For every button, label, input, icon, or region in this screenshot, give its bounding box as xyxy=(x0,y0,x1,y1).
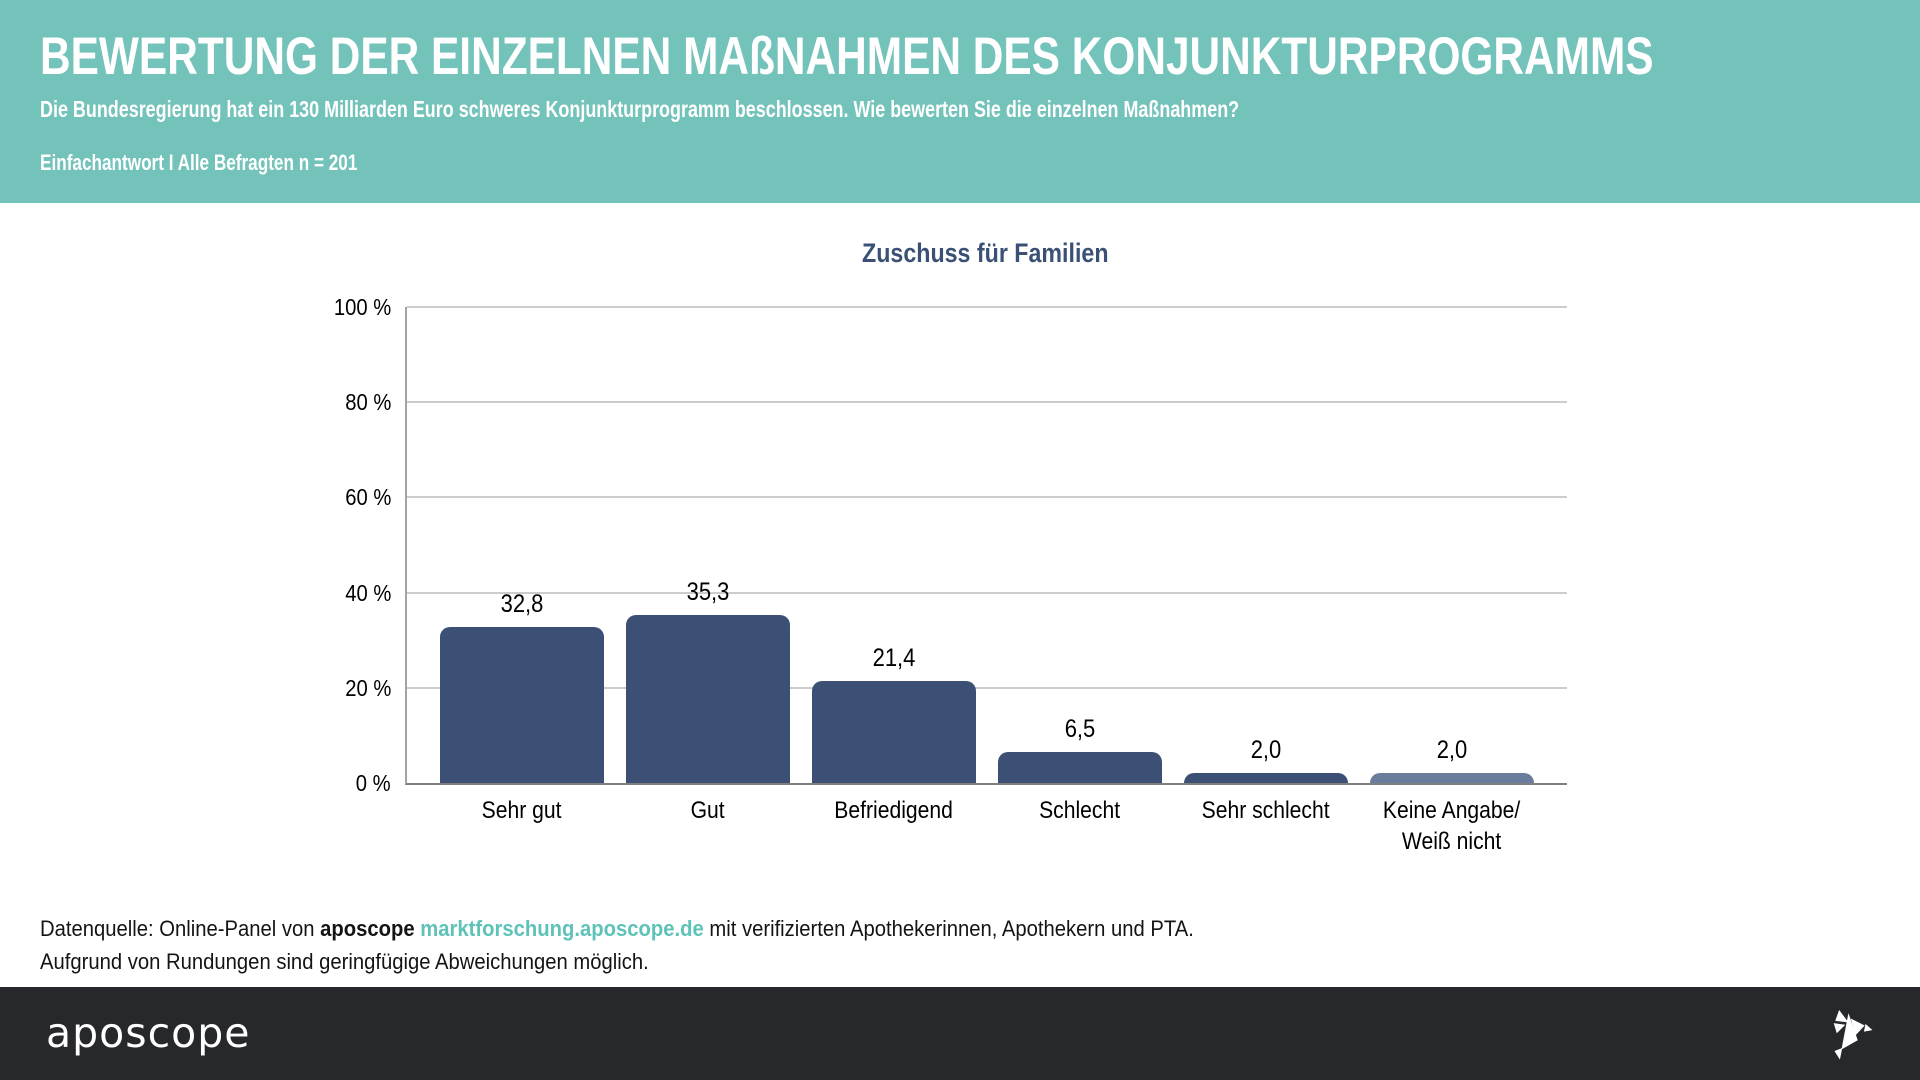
sample-note: Einfachantwort I Alle Befragten n = 201 xyxy=(40,150,358,175)
gridline-40 xyxy=(407,591,1567,594)
bar-slot-gut: 35,3 Gut xyxy=(615,307,801,824)
bar-slot-schlecht: 6,5 Schlecht xyxy=(987,307,1173,824)
x-axis-category-label-schlecht: Schlecht xyxy=(1039,797,1121,824)
bar-value-label-schlecht: 6,5 xyxy=(1064,715,1096,744)
x-axis-category-label-gut: Gut xyxy=(690,797,726,824)
bar-sehr-gut xyxy=(440,626,604,783)
x-axis-category-label-befriedigend: Befriedigend xyxy=(834,797,954,824)
bar-slot-sehr-schlecht: 2,0 Sehr schlecht xyxy=(1173,307,1359,824)
gridline-100 xyxy=(407,306,1567,308)
bar-slot-befriedigend: 21,4 Befriedigend xyxy=(801,307,987,824)
x-axis-category-label-keine-angabe-weiss-nicht: Keine Angabe/ Weiß nicht xyxy=(1383,797,1521,856)
gridline-80 xyxy=(407,401,1567,404)
source-note-line2: Aufgrund von Rundungen sind geringfügige… xyxy=(40,949,649,974)
chart-title: Zuschuss für Familien xyxy=(861,238,1109,268)
bars-container: 32,8 Sehr gut 35,3 Gut 21,4 Befriedigend 6,5 Sc… xyxy=(407,307,1567,855)
y-axis-tick-label-60: 60 % xyxy=(344,484,391,511)
plot-area: 0 % 20 % 40 % 60 % 80 % 100 % 32,8 Sehr gut 35,3… xyxy=(334,294,1567,855)
survey-question: Die Bundesregierung hat ein 130 Milliard… xyxy=(40,96,1240,122)
origami-bird-icon xyxy=(1812,1001,1874,1067)
bar-value-label-sehr-schlecht: 2,0 xyxy=(1250,736,1282,765)
y-axis-tick-label-20: 20 % xyxy=(344,674,391,701)
page-title-text: BEWERTUNG DER EINZELNEN MAßNAHMEN DES KO… xyxy=(40,27,1654,86)
gridline-20 xyxy=(407,686,1567,689)
bar-slot-keine-angabe-weiss-nicht: 2,0 Keine Angabe/ Weiß nicht xyxy=(1359,307,1545,855)
bar-value-label-keine-angabe-weiss-nicht: 2,0 xyxy=(1436,736,1468,765)
source-note: Datenquelle: Online-Panel von aposcope m… xyxy=(40,912,1294,978)
bar-gut xyxy=(626,614,790,783)
header-band: BEWERTUNG DER EINZELNEN MAßNAHMEN DES KO… xyxy=(0,0,1920,203)
page-title: BEWERTUNG DER EINZELNEN MAßNAHMEN DES KO… xyxy=(40,30,1920,83)
brand-name: aposcope xyxy=(320,916,415,941)
gridline-60 xyxy=(407,496,1567,499)
bar-schlecht xyxy=(998,752,1162,783)
aposcope-wordmark: aposcope xyxy=(46,1008,251,1057)
footer-bar: aposcope xyxy=(0,987,1920,1080)
aposcope-link[interactable]: marktforschung.aposcope.de xyxy=(420,916,704,941)
source-note-line1: Datenquelle: Online-Panel von aposcope m… xyxy=(40,916,1194,941)
bar-value-label-befriedigend: 21,4 xyxy=(872,644,916,673)
y-axis-tick-label-100: 100 % xyxy=(333,294,391,320)
y-axis-tick-label-80: 80 % xyxy=(344,389,391,416)
bar-value-label-sehr-gut: 32,8 xyxy=(500,589,544,618)
y-axis-tick-label-40: 40 % xyxy=(344,579,391,606)
x-axis-category-label-sehr-schlecht: Sehr schlecht xyxy=(1202,797,1330,824)
bar-value-label-gut: 35,3 xyxy=(686,577,730,606)
bar-sehr-schlecht xyxy=(1184,773,1348,783)
bar-keine-angabe-weiss-nicht xyxy=(1370,773,1534,783)
bar-slot-sehr-gut: 32,8 Sehr gut xyxy=(429,307,615,824)
x-axis-category-label-sehr-gut: Sehr gut xyxy=(482,797,562,824)
y-axis-tick-label-0: 0 % xyxy=(356,770,391,796)
bar-befriedigend xyxy=(812,681,976,783)
